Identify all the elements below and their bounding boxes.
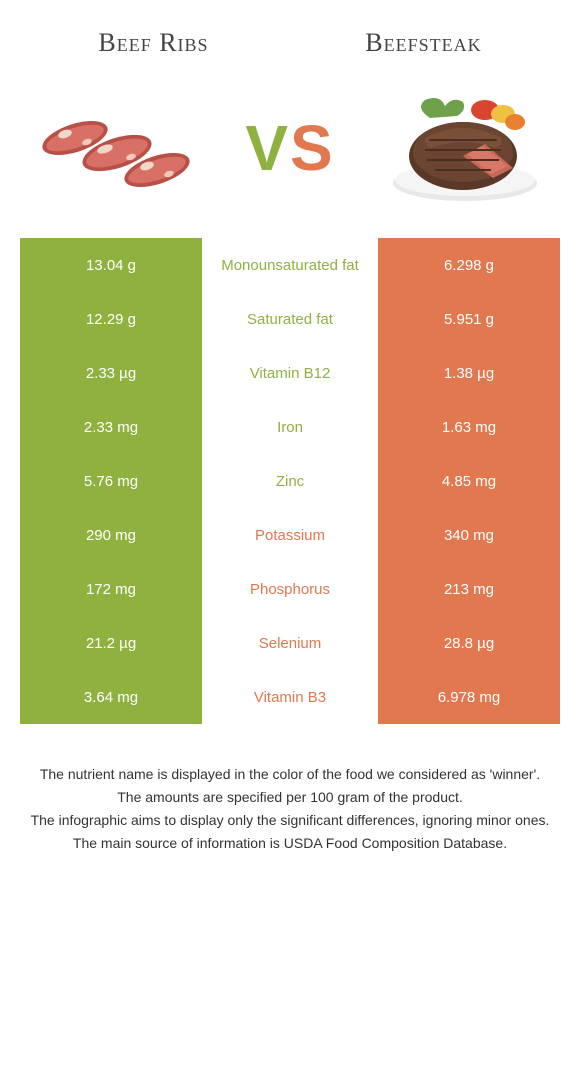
right-food-title: Beefsteak: [365, 28, 481, 58]
left-value: 290 mg: [20, 508, 202, 562]
table-row: 172 mgPhosphorus213 mg: [20, 562, 560, 616]
left-value: 172 mg: [20, 562, 202, 616]
footer-line-3: The infographic aims to display only the…: [24, 810, 556, 831]
table-row: 5.76 mgZinc4.85 mg: [20, 454, 560, 508]
nutrition-table: 13.04 gMonounsaturated fat6.298 g12.29 g…: [20, 238, 560, 724]
vs-label: VS: [245, 111, 334, 185]
right-value: 1.63 mg: [378, 400, 560, 454]
right-value: 6.298 g: [378, 238, 560, 292]
nutrient-label: Vitamin B12: [202, 346, 378, 400]
beef-ribs-image: [30, 88, 200, 208]
left-value: 13.04 g: [20, 238, 202, 292]
right-value: 1.38 µg: [378, 346, 560, 400]
left-value: 12.29 g: [20, 292, 202, 346]
right-value: 6.978 mg: [378, 670, 560, 724]
right-value: 28.8 µg: [378, 616, 560, 670]
nutrient-label: Saturated fat: [202, 292, 378, 346]
nutrient-label: Iron: [202, 400, 378, 454]
table-row: 21.2 µgSelenium28.8 µg: [20, 616, 560, 670]
nutrient-label: Vitamin B3: [202, 670, 378, 724]
right-value: 5.951 g: [378, 292, 560, 346]
right-value: 213 mg: [378, 562, 560, 616]
vs-s: S: [290, 112, 335, 184]
table-row: 290 mgPotassium340 mg: [20, 508, 560, 562]
left-value: 21.2 µg: [20, 616, 202, 670]
left-food-title: Beef Ribs: [98, 28, 208, 58]
nutrient-label: Monounsaturated fat: [202, 238, 378, 292]
nutrient-label: Potassium: [202, 508, 378, 562]
table-row: 2.33 µgVitamin B121.38 µg: [20, 346, 560, 400]
left-value: 5.76 mg: [20, 454, 202, 508]
vs-v: V: [245, 112, 290, 184]
footer-line-2: The amounts are specified per 100 gram o…: [24, 787, 556, 808]
table-row: 3.64 mgVitamin B36.978 mg: [20, 670, 560, 724]
left-value: 3.64 mg: [20, 670, 202, 724]
right-value: 340 mg: [378, 508, 560, 562]
table-row: 12.29 gSaturated fat5.951 g: [20, 292, 560, 346]
table-row: 13.04 gMonounsaturated fat6.298 g: [20, 238, 560, 292]
nutrient-label: Phosphorus: [202, 562, 378, 616]
footer-notes: The nutrient name is displayed in the co…: [0, 724, 580, 876]
nutrient-label: Selenium: [202, 616, 378, 670]
header-row: Beef Ribs Beefsteak: [0, 0, 580, 68]
right-value: 4.85 mg: [378, 454, 560, 508]
footer-line-1: The nutrient name is displayed in the co…: [24, 764, 556, 785]
table-row: 2.33 mgIron1.63 mg: [20, 400, 560, 454]
beefsteak-image: [380, 88, 550, 208]
vs-row: VS: [0, 68, 580, 238]
left-value: 2.33 µg: [20, 346, 202, 400]
footer-line-4: The main source of information is USDA F…: [24, 833, 556, 854]
left-value: 2.33 mg: [20, 400, 202, 454]
nutrient-label: Zinc: [202, 454, 378, 508]
